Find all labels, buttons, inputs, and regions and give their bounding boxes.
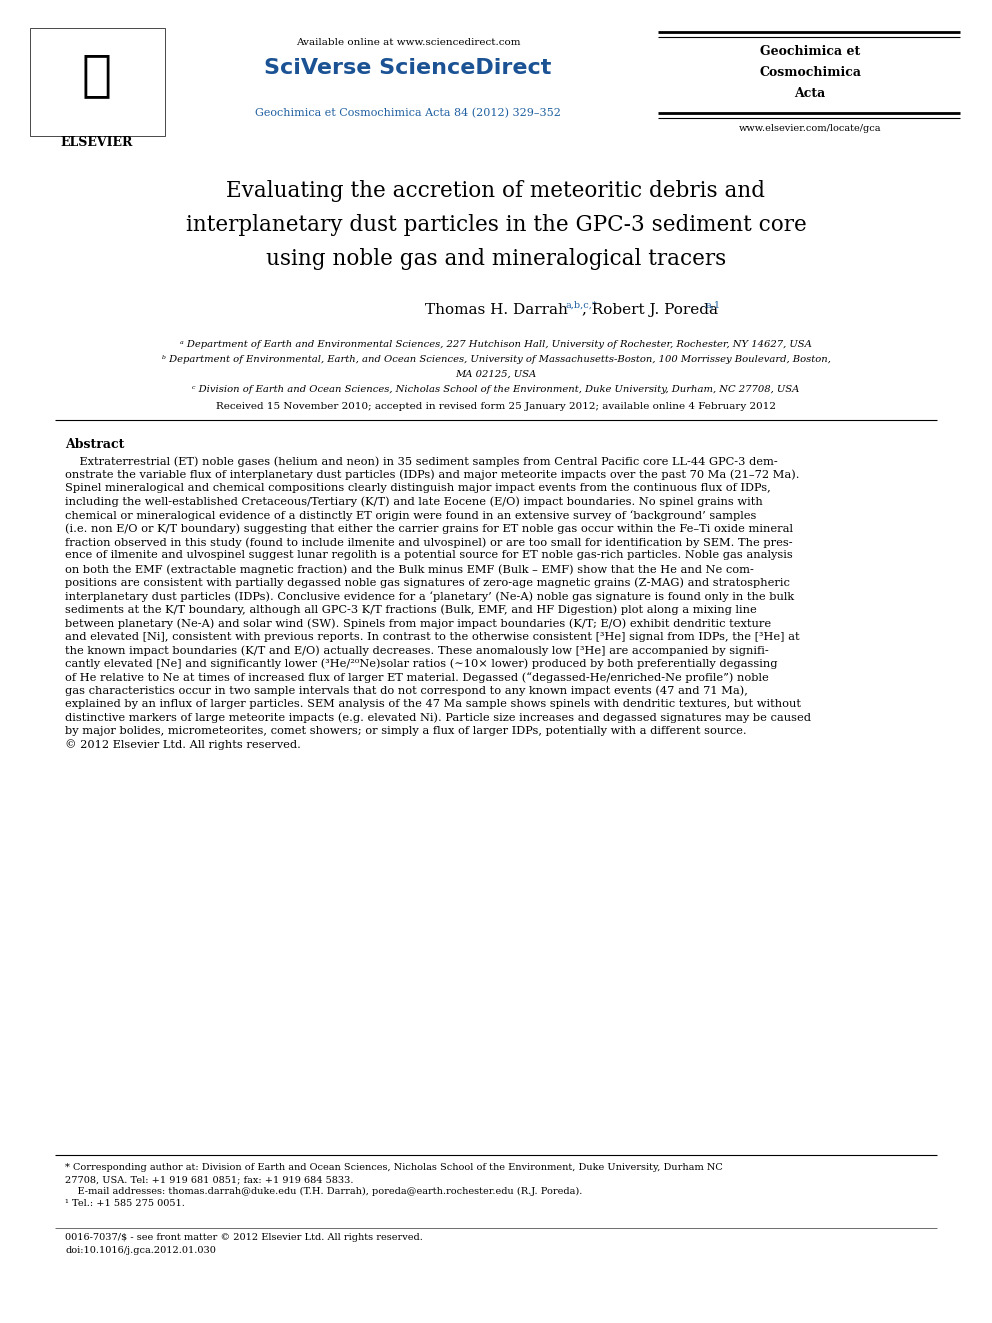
Text: by major bolides, micrometeorites, comet showers; or simply a flux of larger IDP: by major bolides, micrometeorites, comet… xyxy=(65,726,747,736)
Text: Spinel mineralogical and chemical compositions clearly distinguish major impact : Spinel mineralogical and chemical compos… xyxy=(65,483,771,493)
Text: Evaluating the accretion of meteoritic debris and: Evaluating the accretion of meteoritic d… xyxy=(226,180,766,202)
Text: Acta: Acta xyxy=(795,87,825,101)
Text: of He relative to Ne at times of increased flux of larger ET material. Degassed : of He relative to Ne at times of increas… xyxy=(65,672,769,683)
Text: Abstract: Abstract xyxy=(65,438,124,451)
Bar xyxy=(30,28,165,136)
Text: Cosmochimica: Cosmochimica xyxy=(759,66,861,79)
Text: between planetary (Ne-A) and solar wind (SW). Spinels from major impact boundari: between planetary (Ne-A) and solar wind … xyxy=(65,618,771,628)
Text: a,b,c,*: a,b,c,* xyxy=(566,302,598,310)
Text: a,1: a,1 xyxy=(706,302,721,310)
Text: distinctive markers of large meteorite impacts (e.g. elevated Ni). Particle size: distinctive markers of large meteorite i… xyxy=(65,713,811,724)
Text: and elevated [Ni], consistent with previous reports. In contrast to the otherwis: and elevated [Ni], consistent with previ… xyxy=(65,631,800,642)
Text: explained by an influx of larger particles. SEM analysis of the 47 Ma sample sho: explained by an influx of larger particl… xyxy=(65,699,801,709)
Text: the known impact boundaries (K/T and E/O) actually decreases. These anomalously : the known impact boundaries (K/T and E/O… xyxy=(65,646,769,656)
Text: Received 15 November 2010; accepted in revised form 25 January 2012; available o: Received 15 November 2010; accepted in r… xyxy=(216,402,776,411)
Text: 🌲: 🌲 xyxy=(82,52,112,99)
Text: Thomas H. Darrah: Thomas H. Darrah xyxy=(425,303,567,318)
Text: ᵇ Department of Environmental, Earth, and Ocean Sciences, University of Massachu: ᵇ Department of Environmental, Earth, an… xyxy=(162,355,830,364)
Text: ᶜ Division of Earth and Ocean Sciences, Nicholas School of the Environment, Duke: ᶜ Division of Earth and Ocean Sciences, … xyxy=(192,385,800,394)
Text: ¹ Tel.: +1 585 275 0051.: ¹ Tel.: +1 585 275 0051. xyxy=(65,1199,185,1208)
Text: 27708, USA. Tel: +1 919 681 0851; fax: +1 919 684 5833.: 27708, USA. Tel: +1 919 681 0851; fax: +… xyxy=(65,1175,353,1184)
Text: ᵃ Department of Earth and Environmental Sciences, 227 Hutchison Hall, University: ᵃ Department of Earth and Environmental … xyxy=(181,340,811,349)
Text: E-mail addresses: thomas.darrah@duke.edu (T.H. Darrah), poreda@earth.rochester.e: E-mail addresses: thomas.darrah@duke.edu… xyxy=(65,1187,582,1196)
Text: Geochimica et: Geochimica et xyxy=(760,45,860,58)
Text: sediments at the K/T boundary, although all GPC-3 K/T fractions (Bulk, EMF, and : sediments at the K/T boundary, although … xyxy=(65,605,757,615)
Text: positions are consistent with partially degassed noble gas signatures of zero-ag: positions are consistent with partially … xyxy=(65,578,790,587)
Text: including the well-established Cretaceous/Tertiary (K/T) and late Eocene (E/O) i: including the well-established Cretaceou… xyxy=(65,496,763,507)
Text: cantly elevated [Ne] and significantly lower (³He/²⁰Ne)solar ratios (∼10× lower): cantly elevated [Ne] and significantly l… xyxy=(65,659,778,669)
Text: Extraterrestrial (ET) noble gases (helium and neon) in 35 sediment samples from : Extraterrestrial (ET) noble gases (heliu… xyxy=(65,456,778,467)
Text: interplanetary dust particles (IDPs). Conclusive evidence for a ‘planetary’ (Ne-: interplanetary dust particles (IDPs). Co… xyxy=(65,591,795,602)
Text: onstrate the variable flux of interplanetary dust particles (IDPs) and major met: onstrate the variable flux of interplane… xyxy=(65,470,800,480)
Text: , Robert J. Poreda: , Robert J. Poreda xyxy=(582,303,718,318)
Text: doi:10.1016/j.gca.2012.01.030: doi:10.1016/j.gca.2012.01.030 xyxy=(65,1246,216,1256)
Text: on both the EMF (extractable magnetic fraction) and the Bulk minus EMF (Bulk – E: on both the EMF (extractable magnetic fr… xyxy=(65,564,754,574)
Text: ence of ilmenite and ulvospinel suggest lunar regolith is a potential source for: ence of ilmenite and ulvospinel suggest … xyxy=(65,550,793,561)
Text: 0016-7037/$ - see front matter © 2012 Elsevier Ltd. All rights reserved.: 0016-7037/$ - see front matter © 2012 El… xyxy=(65,1233,423,1242)
Text: (i.e. non E/O or K/T boundary) suggesting that either the carrier grains for ET : (i.e. non E/O or K/T boundary) suggestin… xyxy=(65,524,793,534)
Text: Available online at www.sciencedirect.com: Available online at www.sciencedirect.co… xyxy=(296,38,520,48)
Text: SciVerse ScienceDirect: SciVerse ScienceDirect xyxy=(264,58,552,78)
Text: MA 02125, USA: MA 02125, USA xyxy=(455,370,537,378)
Text: * Corresponding author at: Division of Earth and Ocean Sciences, Nicholas School: * Corresponding author at: Division of E… xyxy=(65,1163,723,1172)
Text: interplanetary dust particles in the GPC-3 sediment core: interplanetary dust particles in the GPC… xyxy=(186,214,806,235)
Text: Geochimica et Cosmochimica Acta 84 (2012) 329–352: Geochimica et Cosmochimica Acta 84 (2012… xyxy=(255,108,560,118)
Text: chemical or mineralogical evidence of a distinctly ET origin were found in an ex: chemical or mineralogical evidence of a … xyxy=(65,509,756,521)
Text: ELSEVIER: ELSEVIER xyxy=(61,136,133,149)
Text: fraction observed in this study (found to include ilmenite and ulvospinel) or ar: fraction observed in this study (found t… xyxy=(65,537,793,548)
Text: using noble gas and mineralogical tracers: using noble gas and mineralogical tracer… xyxy=(266,247,726,270)
Text: gas characteristics occur in two sample intervals that do not correspond to any : gas characteristics occur in two sample … xyxy=(65,685,748,696)
Text: © 2012 Elsevier Ltd. All rights reserved.: © 2012 Elsevier Ltd. All rights reserved… xyxy=(65,740,301,750)
Text: www.elsevier.com/locate/gca: www.elsevier.com/locate/gca xyxy=(739,124,881,134)
